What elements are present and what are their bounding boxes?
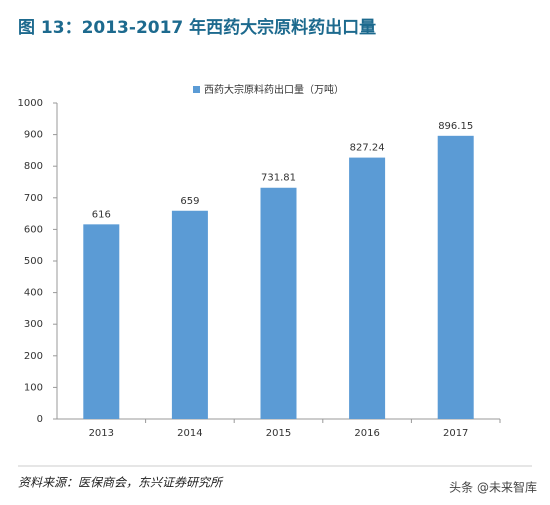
y-tick-label: 400 [24,288,43,299]
y-tick-label: 0 [37,414,43,425]
value-label: 616 [92,209,111,220]
source-note: 资料来源：医保商会，东兴证券研究所 [18,476,224,490]
value-label: 896.15 [438,121,473,132]
x-tick-label: 2013 [89,428,114,439]
y-tick-label: 300 [24,319,43,330]
value-label: 827.24 [350,143,385,154]
bar [83,224,120,419]
legend-swatch [193,86,200,93]
y-tick-label: 600 [24,224,43,235]
y-tick-label: 900 [24,130,43,141]
bar [260,187,297,419]
bar [437,135,474,420]
y-tick-label: 500 [24,256,43,267]
x-tick-label: 2016 [354,428,379,439]
y-tick-label: 700 [24,193,43,204]
x-tick-label: 2017 [443,428,468,439]
chart-title: 图 13：2013-2017 年西药大宗原料药出口量 [18,17,376,38]
y-tick-label: 1000 [18,98,43,109]
bar [349,157,386,419]
value-label: 731.81 [261,173,296,184]
bar [171,210,208,419]
x-tick-label: 2015 [266,428,291,439]
y-tick-label: 100 [24,382,43,393]
watermark: 头条 @未来智库 [449,480,537,495]
value-label: 659 [180,196,199,207]
x-tick-label: 2014 [177,428,202,439]
y-tick-label: 200 [24,351,43,362]
y-tick-label: 800 [24,161,43,172]
legend-label: 西药大宗原料药出口量（万吨） [204,83,344,96]
